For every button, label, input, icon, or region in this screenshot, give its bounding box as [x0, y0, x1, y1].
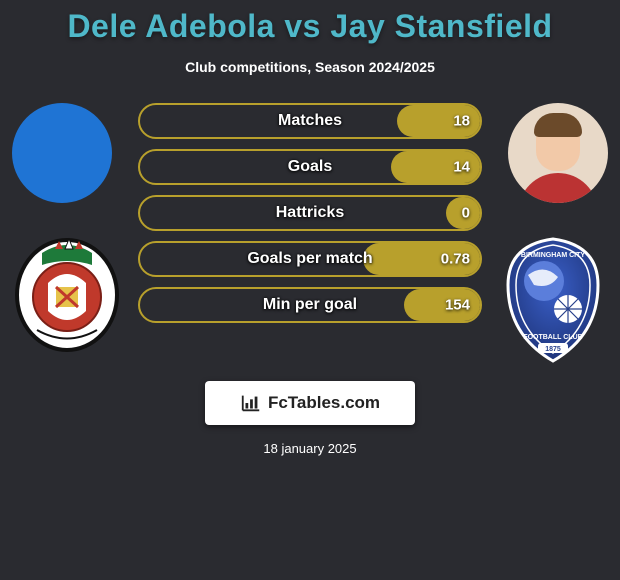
stat-row: Goals14: [138, 149, 482, 185]
stat-value-right: 154: [445, 297, 470, 314]
club-right-crest: BIRMINGHAM CITY FOOTBALL CLUB 1875: [498, 235, 608, 355]
stat-value-right: 18: [453, 113, 470, 130]
stat-row: Matches18: [138, 103, 482, 139]
stat-row: Hattricks0: [138, 195, 482, 231]
stat-value-right: 0: [462, 205, 470, 222]
page-title: Dele Adebola vs Jay Stansfield: [0, 0, 620, 45]
club-left-crest: [12, 235, 122, 355]
stat-row: Goals per match0.78: [138, 241, 482, 277]
brand-chart-icon: [240, 392, 262, 414]
svg-text:FOOTBALL CLUB: FOOTBALL CLUB: [523, 334, 582, 341]
brand-badge: FcTables.com: [205, 381, 415, 425]
stat-bar-track: [138, 195, 482, 231]
stat-bars: Matches18 Goals14 Hattricks0 Goals per matc…: [138, 103, 482, 333]
player-right-avatar: [508, 103, 608, 203]
date-text: 18 january 2025: [0, 441, 620, 456]
stat-value-right: 0.78: [441, 251, 470, 268]
stat-value-right: 14: [453, 159, 470, 176]
player-left-avatar: [12, 103, 112, 203]
brand-text: FcTables.com: [268, 393, 380, 413]
svg-text:BIRMINGHAM CITY: BIRMINGHAM CITY: [521, 252, 585, 259]
subtitle: Club competitions, Season 2024/2025: [0, 59, 620, 75]
stat-row: Min per goal154: [138, 287, 482, 323]
comparison-panel: BIRMINGHAM CITY FOOTBALL CLUB 1875 Match…: [0, 103, 620, 363]
svg-text:1875: 1875: [545, 346, 561, 353]
